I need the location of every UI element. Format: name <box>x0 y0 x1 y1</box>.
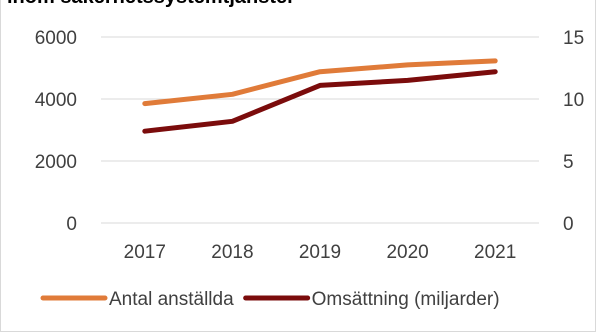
x-tick-label: 2018 <box>211 242 253 263</box>
left-tick-label: 6000 <box>35 28 77 49</box>
series <box>142 58 498 134</box>
series-line-2 <box>142 69 498 134</box>
legend-label: Omsättning (miljarder) <box>312 289 500 310</box>
legend-item-2[interactable]: Omsättning (miljarder) <box>243 289 500 310</box>
left-tick-label: 0 <box>66 214 77 235</box>
x-axis: 2017 2018 2019 2020 2021 <box>124 242 517 263</box>
left-tick-label: 2000 <box>35 152 77 173</box>
right-tick-label: 15 <box>563 28 584 49</box>
left-tick-label: 4000 <box>35 90 77 111</box>
x-tick-label: 2020 <box>386 242 428 263</box>
legend-label: Antal anställda <box>109 289 234 310</box>
right-tick-label: 0 <box>563 214 574 235</box>
series-line-1 <box>142 58 498 107</box>
right-tick-label: 10 <box>563 90 584 111</box>
x-tick-label: 2021 <box>474 242 516 263</box>
x-tick-label: 2019 <box>299 242 341 263</box>
right-tick-label: 5 <box>563 152 574 173</box>
x-tick-label: 2017 <box>124 242 166 263</box>
legend[interactable]: Antal anställda Omsättning (miljarder) <box>40 289 500 310</box>
right-axis: 0 5 10 15 <box>563 28 584 235</box>
legend-item-1[interactable]: Antal anställda <box>40 289 234 310</box>
left-axis: 0 2000 4000 6000 <box>35 28 77 235</box>
chart-title: inom säkerhetssystemtjänster <box>7 0 295 9</box>
